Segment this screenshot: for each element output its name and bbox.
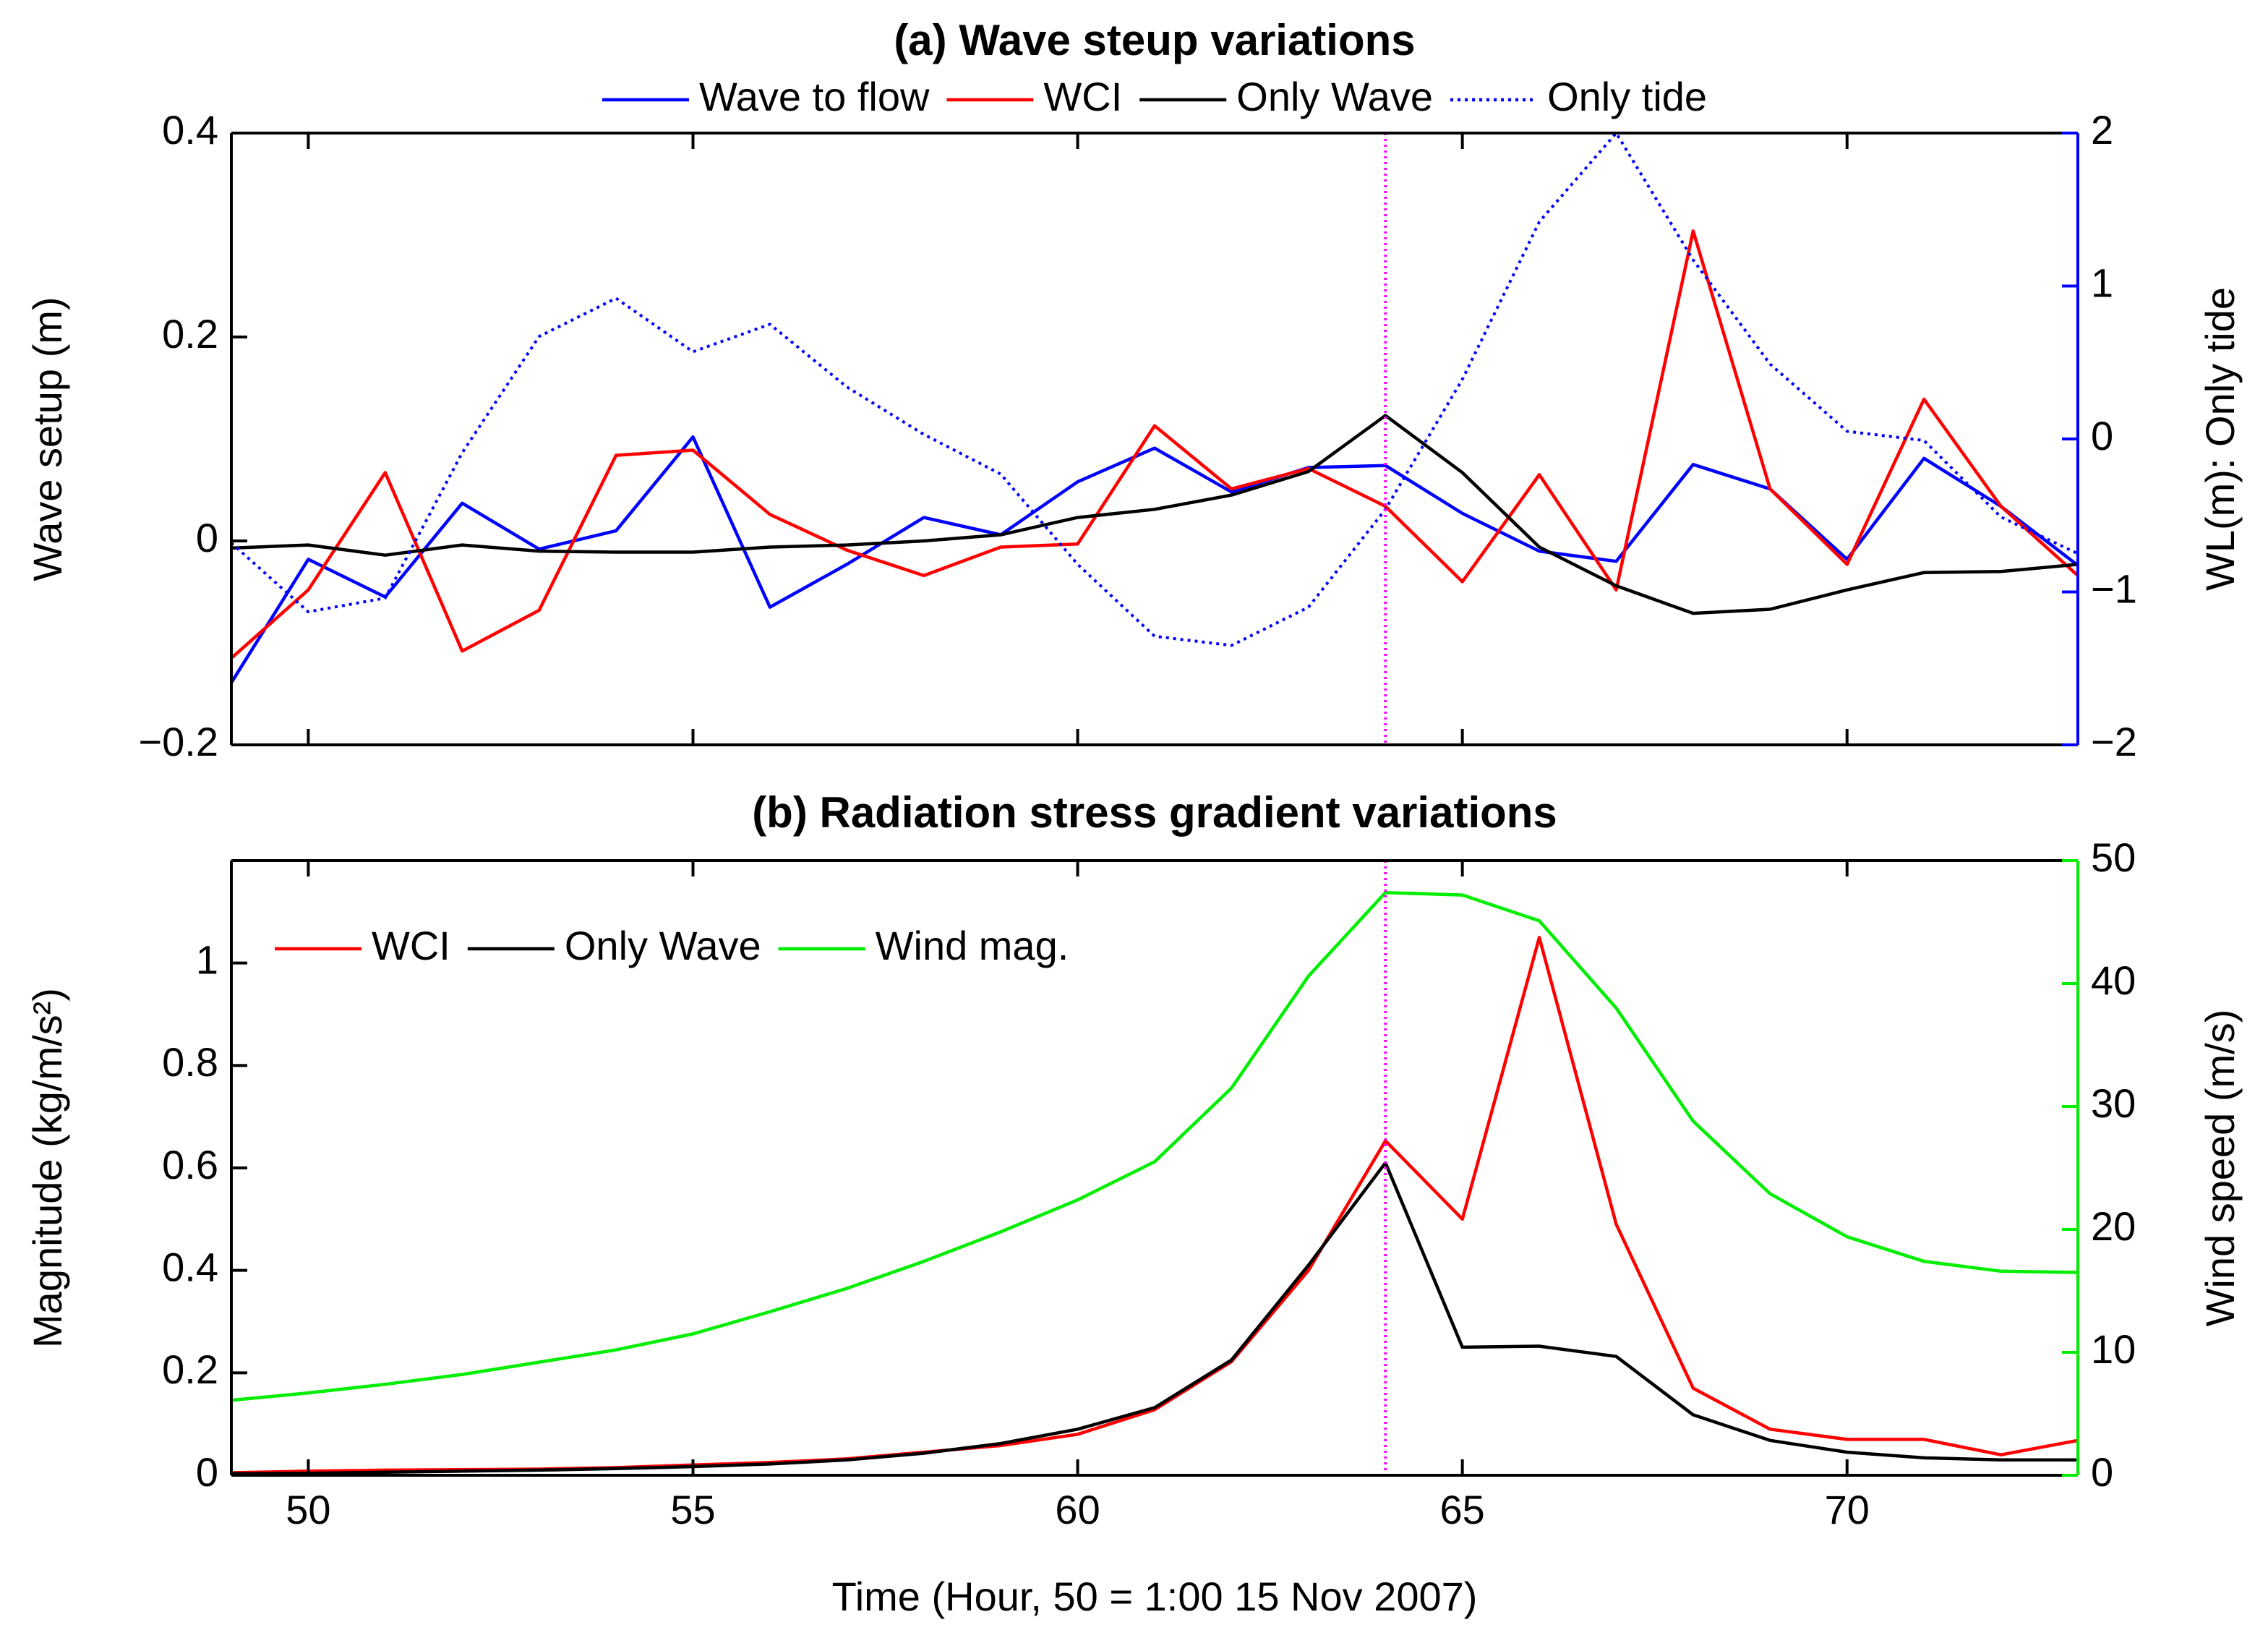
y-tick-label: 0.6 [162,1142,218,1187]
x-axis-label: Time (Hour, 50 = 1:00 15 Nov 2007) [832,1574,1478,1619]
y2-tick-label: 30 [2091,1080,2136,1126]
y-tick-label: 0.2 [162,311,218,357]
series-line [231,1161,2078,1476]
legend-label: WCI [372,923,450,968]
series-line [231,936,2079,1475]
x-tick-label: 50 [286,1487,330,1532]
x-tick-label: 60 [1055,1487,1100,1532]
y2-tick-label: 2 [2091,107,2113,153]
y-axis-label: Magnitude (kg/m/s²) [25,988,70,1348]
legend-label: Only tide [1547,74,1707,119]
y2-axis-label: WL(m): Only tide [2197,287,2243,591]
y2-tick-label: 0 [2091,1449,2113,1495]
y-axis-label: Wave setup (m) [25,297,70,581]
x-tick-label: 55 [670,1487,715,1532]
legend-label: Wave to flow [699,74,930,119]
legend-label: Only Wave [1236,74,1433,119]
series-line [230,435,2079,684]
series-line [230,229,2079,660]
y-tick-label: 0.4 [162,107,218,153]
series-line [230,132,2079,647]
y2-tick-label: −1 [2091,566,2137,611]
y-tick-label: 1 [196,937,218,982]
y-tick-label: 0 [196,515,218,560]
x-tick-label: 70 [1825,1487,1870,1532]
y2-tick-label: −2 [2091,719,2137,764]
legend-label: Wind mag. [876,923,1069,968]
y2-tick-label: 10 [2091,1326,2136,1372]
y-tick-label: −0.2 [138,719,218,764]
y2-axis-label: Wind speed (m/s) [2197,1010,2243,1327]
series-line [231,414,2079,615]
y-tick-label: 0 [196,1449,218,1495]
y-tick-label: 0.4 [162,1244,218,1289]
y2-tick-label: 1 [2091,260,2113,305]
y-tick-label: 0.2 [162,1347,218,1392]
y2-tick-label: 20 [2091,1203,2136,1249]
y2-tick-label: 50 [2091,835,2136,880]
y2-tick-label: 0 [2091,413,2113,458]
x-tick-label: 65 [1440,1487,1485,1532]
legend-label: WCI [1043,74,1122,119]
chart-title: (b) Radiation stress gradient variations [752,788,1557,837]
y-tick-label: 0.8 [162,1039,218,1085]
legend-label: Only Wave [565,923,761,968]
y2-tick-label: 40 [2091,957,2136,1003]
series-line [231,890,2079,1402]
chart-title: (a) Wave steup variations [894,16,1415,64]
